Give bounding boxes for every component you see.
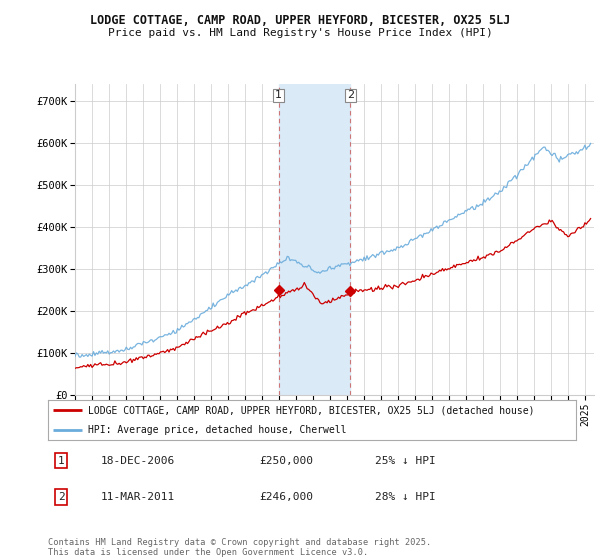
Text: Contains HM Land Registry data © Crown copyright and database right 2025.
This d: Contains HM Land Registry data © Crown c…: [48, 538, 431, 557]
Text: £250,000: £250,000: [259, 456, 313, 465]
Text: 1: 1: [275, 90, 282, 100]
Text: 25% ↓ HPI: 25% ↓ HPI: [376, 456, 436, 465]
Text: HPI: Average price, detached house, Cherwell: HPI: Average price, detached house, Cher…: [88, 425, 346, 435]
Bar: [278, 84, 350, 395]
Text: 28% ↓ HPI: 28% ↓ HPI: [376, 492, 436, 502]
Text: 2: 2: [347, 90, 354, 100]
Text: 18-DEC-2006: 18-DEC-2006: [101, 456, 175, 465]
Text: 2: 2: [58, 492, 65, 502]
Text: 11-MAR-2011: 11-MAR-2011: [101, 492, 175, 502]
Text: Price paid vs. HM Land Registry's House Price Index (HPI): Price paid vs. HM Land Registry's House …: [107, 28, 493, 38]
Text: £246,000: £246,000: [259, 492, 313, 502]
Text: 1: 1: [58, 456, 65, 465]
Text: LODGE COTTAGE, CAMP ROAD, UPPER HEYFORD, BICESTER, OX25 5LJ: LODGE COTTAGE, CAMP ROAD, UPPER HEYFORD,…: [90, 14, 510, 27]
Text: LODGE COTTAGE, CAMP ROAD, UPPER HEYFORD, BICESTER, OX25 5LJ (detached house): LODGE COTTAGE, CAMP ROAD, UPPER HEYFORD,…: [88, 405, 534, 415]
